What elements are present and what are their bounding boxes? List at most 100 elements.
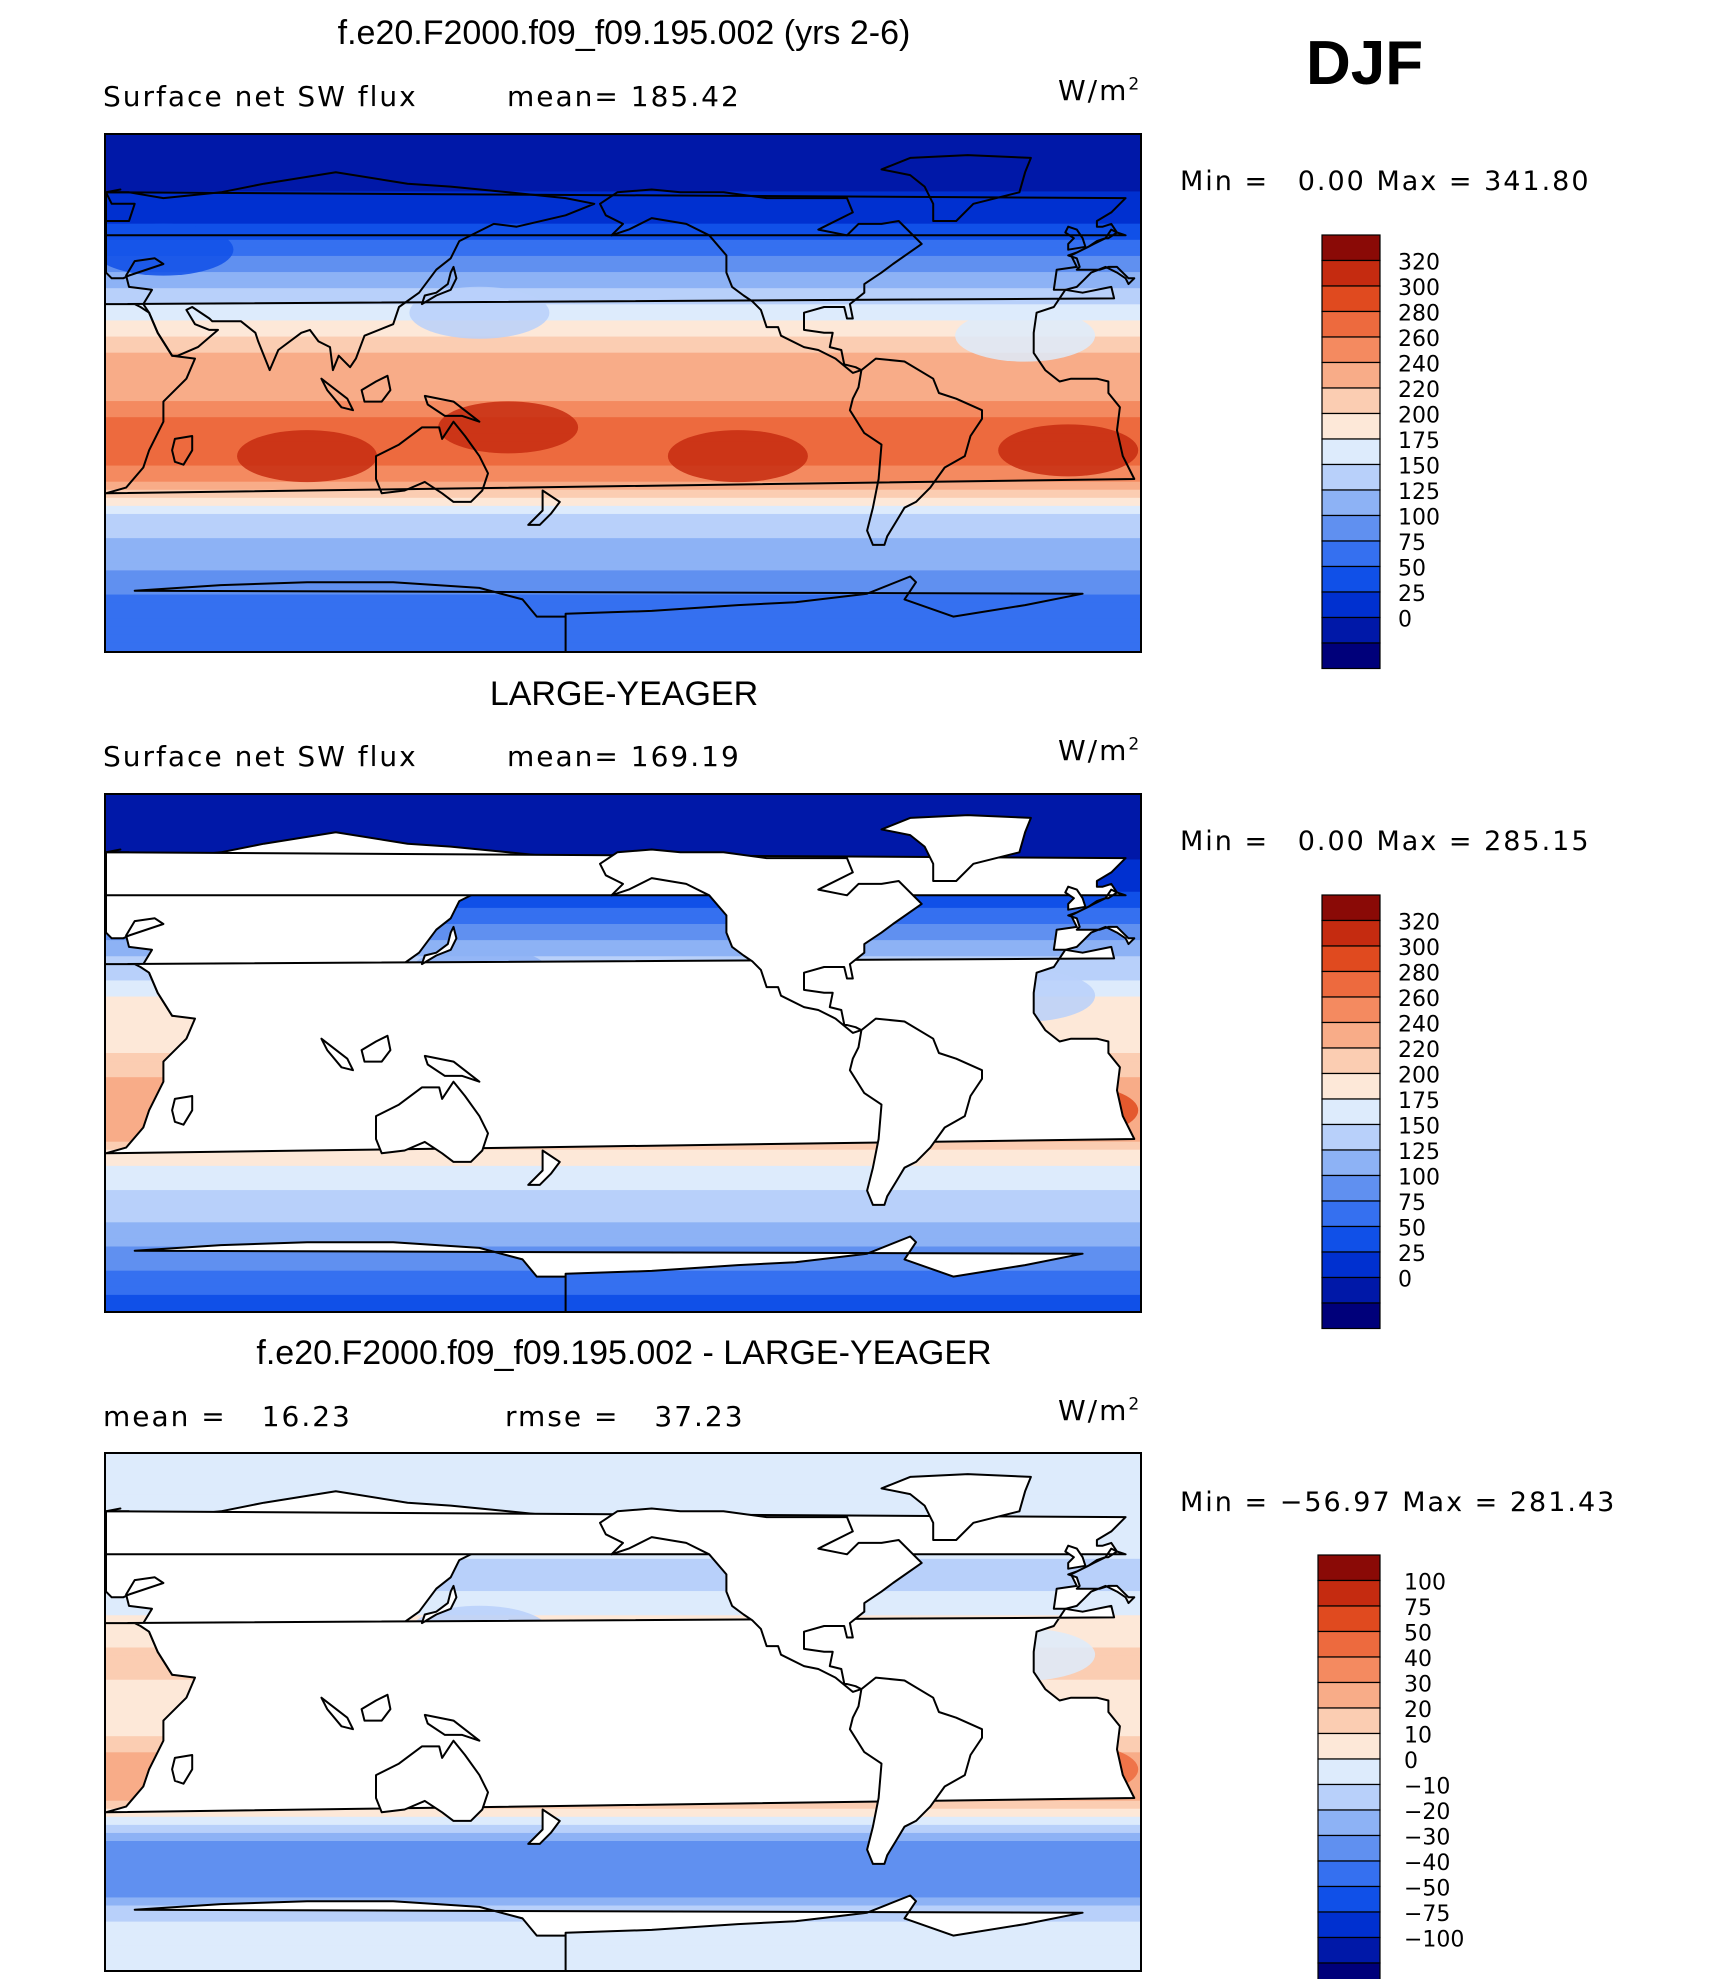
panel-1-colorbar-tick-label: 50 (1398, 557, 1426, 582)
panel-2-map-field-band (106, 835, 1140, 844)
panel-2-map (104, 793, 1142, 1313)
panel-1-map-field-band (106, 207, 1140, 217)
panel-1-map-landmass-namerica (599, 188, 923, 374)
panel-1-map-field-feature (409, 286, 550, 339)
panel-1-map-field-band (106, 344, 1140, 354)
panel-1-colorbar-swatch (1321, 616, 1381, 644)
panel-3-map-field-band (106, 1808, 1140, 1818)
panel-1-map-field-band (106, 247, 1140, 257)
panel-2-map-landmass-newguinea (423, 1054, 481, 1083)
panel-1-map-field-band (106, 320, 1140, 330)
panel-2-colorbar-swatch (1321, 919, 1381, 947)
panel-1-map-field-band (106, 272, 1140, 281)
panel-3-colorbar-tick-label: −100 (1404, 1928, 1464, 1953)
panel-3-colorbar-swatch (1317, 1554, 1381, 1582)
panel-3-map-field-band (106, 1832, 1140, 1842)
panel-2-map-landmass-australia (375, 1080, 489, 1163)
panel-2-map-field-band (106, 940, 1140, 949)
panel-2-map-landmass-samerica (848, 1017, 983, 1206)
panel-1-map-field-band (106, 167, 1140, 176)
panel-1-map-field-band (106, 304, 1140, 313)
panel-1-title: f.e20.F2000.f09_f09.195.002 (yrs 2-6) (337, 14, 911, 52)
panel-1-colorbar-swatch (1321, 463, 1381, 491)
panel-1-map-field-band (106, 433, 1140, 442)
panel-1-map-field-feature (438, 401, 579, 454)
panel-2-colorbar: 320 300 280 260 240 220 200 175 150 125 100 75 50 25 0 (1321, 893, 1502, 1330)
panel-2-map-field-band (106, 819, 1140, 828)
panel-1-colorbar-swatch (1321, 591, 1381, 619)
panel-2-map-landmass-sumatra (320, 1037, 354, 1072)
panel-1-map-svg (106, 135, 1140, 651)
panel-1-map-field-band (106, 578, 1140, 588)
panel-3-colorbar-swatch (1317, 1758, 1381, 1786)
panel-3-map-landmass-sumatra (320, 1696, 354, 1731)
panel-2-colorbar-tick-label: 75 (1398, 1191, 1426, 1216)
panel-3-map-field-band (106, 1841, 1140, 1850)
panel-3-colorbar-tick-label: 30 (1404, 1673, 1432, 1698)
panel-1-map-field-band (106, 280, 1140, 289)
panel-2-colorbar-tick-label: 50 (1398, 1217, 1426, 1242)
panel-2-colorbar-swatch (1321, 1302, 1381, 1330)
panel-2-map-field-band (106, 1173, 1140, 1183)
panel-2-map-field-band (106, 1278, 1140, 1288)
panel-1-map-field-band (106, 409, 1140, 418)
panel-3-map-field-band (106, 1865, 1140, 1874)
panel-2-colorbar-tick-label: 220 (1398, 1038, 1440, 1063)
panel-2-map-field-band (106, 1246, 1140, 1256)
panel-3-map-field-band (106, 1905, 1140, 1915)
panel-1-colorbar-swatch (1321, 514, 1381, 542)
panel-1-map-landmass-borneo (360, 374, 392, 403)
panel-2-map-field-band (106, 1270, 1140, 1280)
panel-1-map-landmass-antarctica (133, 575, 1084, 651)
panel-1-colorbar-tick-label: 125 (1398, 480, 1440, 505)
panel-1-colorbar-tick-label: 200 (1398, 404, 1440, 429)
panel-2-map-landmass-japan (420, 925, 458, 966)
panel-2-map-field-band (106, 924, 1140, 933)
panel-2-title: LARGE-YEAGER (489, 675, 759, 713)
panel-3-map-field-band (106, 1849, 1140, 1858)
panel-2-colorbar-tick-label: 150 (1398, 1115, 1440, 1140)
panel-3-colorbar-swatch (1317, 1732, 1381, 1760)
panel-1-map-coastlines (106, 154, 1136, 651)
panel-3-colorbar-tick-label: 40 (1404, 1647, 1432, 1672)
panel-3-map-field-band (106, 1961, 1140, 1970)
panel-1-minmax: Min = 0.00 Max = 341.80 (1180, 166, 1591, 197)
panel-1-colorbar-swatch (1321, 285, 1381, 313)
panel-3-colorbar-tick-label: 50 (1404, 1622, 1432, 1647)
panel-1-map-field-feature (998, 424, 1139, 477)
panel-1-map-field-band (106, 530, 1140, 539)
panel-2-colorbar-swatch (1321, 1047, 1381, 1075)
panel-1-colorbar: 320 300 280 260 240 220 200 175 150 125 100 75 50 25 0 (1321, 233, 1502, 670)
panel-3-map-svg (106, 1454, 1140, 1970)
panel-3-map-landmass-madagascar (171, 1754, 194, 1785)
panel-3-map-field-band (106, 1857, 1140, 1866)
panel-2-map-landmass-namerica (599, 848, 923, 1034)
panel-1-map-field-band (106, 465, 1140, 475)
panel-2-map-field-band (106, 1165, 1140, 1175)
panel-1-colorbar-swatch (1321, 565, 1381, 593)
panel-1-map-field-band (106, 554, 1140, 563)
panel-1-colorbar-tick-label: 0 (1398, 608, 1412, 633)
panel-3-map-coastlines (106, 1473, 1136, 1970)
panel-3-map-field-band (106, 1486, 1140, 1495)
panel-3-map-landmass-namerica (599, 1507, 923, 1693)
panel-2-colorbar-swatch (1321, 894, 1381, 922)
panel-3-map-field-band (106, 1470, 1140, 1479)
panel-1-map-field-band (106, 288, 1140, 297)
panel-1-map-field-band (106, 384, 1140, 394)
panel-1-colorbar-tick-label: 75 (1398, 531, 1426, 556)
panel-3-map-field-band (106, 1945, 1140, 1955)
panel-3-colorbar-tick-label: 100 (1404, 1571, 1446, 1596)
panel-2-colorbar-tick-label: 100 (1398, 1166, 1440, 1191)
panel-1-map-field-band (106, 239, 1140, 249)
panel-2-map-landmass-uk (1064, 885, 1087, 911)
panel-1-map-landmass-nz (527, 489, 561, 526)
panel-2-map-landmass-greenland (880, 814, 1032, 882)
panel-1-map-field-band (106, 255, 1140, 265)
panel-3-map-field-band (106, 1558, 1140, 1568)
panel-1-colorbar-swatch (1321, 336, 1381, 364)
panel-3-colorbar-swatch (1317, 1605, 1381, 1633)
panel-2-map-field-band (106, 915, 1140, 925)
panel-1-units: W/m2 (1058, 74, 1140, 107)
panel-3-colorbar-tick-label: −50 (1404, 1877, 1450, 1902)
